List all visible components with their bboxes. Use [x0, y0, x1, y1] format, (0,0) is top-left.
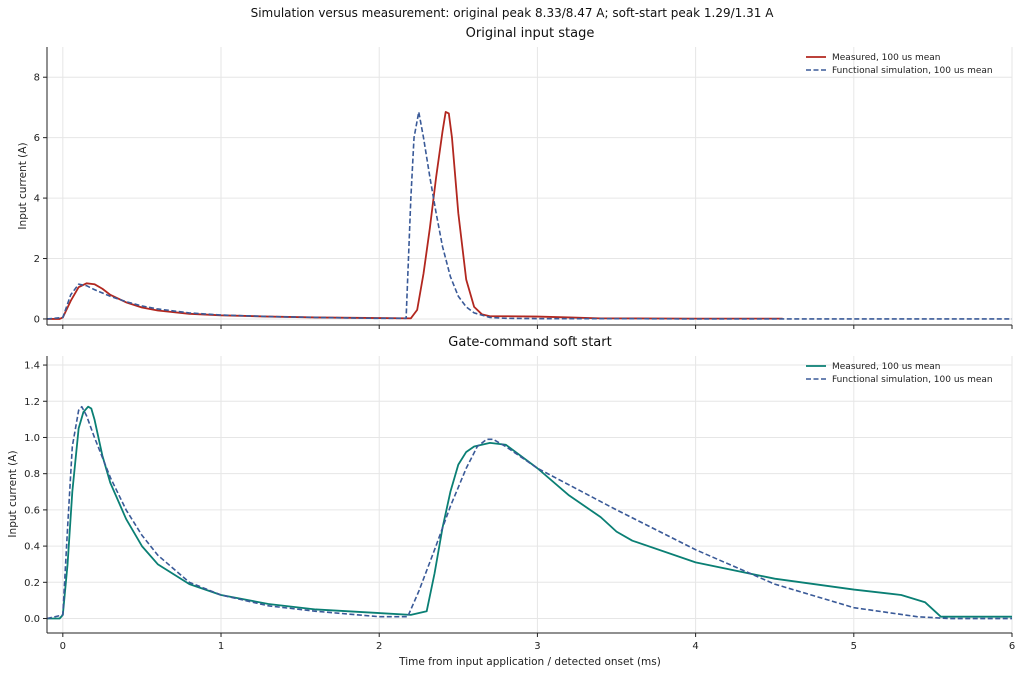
ticks-soft-start: 0 1 2 3 4 5 6 0.0 0.2 0.4 0.6 0.8 1.0 1.2 1.4 — [24, 361, 1015, 652]
legend-soft-start: Measured, 100 us mean Functional simulati… — [806, 362, 993, 385]
series-line-original-measured — [47, 111, 783, 320]
series-line-original-simulation — [46, 111, 1012, 320]
ytick-label-soft-start-3: 0.6 — [24, 505, 40, 516]
series-line-soft-start-simulation — [46, 405, 1012, 620]
ytick-label-soft-start-6: 1.2 — [24, 397, 40, 408]
series-layer-soft-start — [46, 405, 1012, 620]
series-layer-original — [46, 111, 1012, 320]
panel-title-soft-start: Gate-command soft start — [448, 335, 611, 350]
ytick-label-original-4: 8 — [34, 73, 40, 84]
ylabel-original: Input current (A) — [17, 142, 29, 229]
ticks-original: 0 2 4 6 8 — [34, 73, 1013, 329]
legend-label-soft-start-1: Functional simulation, 100 us mean — [832, 375, 993, 385]
panel-title-original: Original input stage — [466, 26, 595, 41]
legend-label-original-1: Functional simulation, 100 us mean — [832, 66, 993, 76]
axes-soft-start — [46, 356, 1012, 634]
xtick-label-soft-start-3: 3 — [534, 641, 540, 652]
legend-label-original-0: Measured, 100 us mean — [832, 53, 941, 63]
xtick-label-soft-start-5: 5 — [851, 641, 857, 652]
panel-gate-command-soft-start: Gate-command soft start 0 1 2 3 4 5 6 0.0 0.2 0.4… — [7, 335, 1015, 668]
xtick-label-soft-start-0: 0 — [60, 641, 66, 652]
xlabel-soft-start: Time from input application / detected o… — [398, 656, 661, 668]
grid-soft-start — [47, 356, 1013, 633]
legend-label-soft-start-0: Measured, 100 us mean — [832, 362, 941, 372]
xtick-label-soft-start-4: 4 — [692, 641, 698, 652]
xtick-label-soft-start-1: 1 — [218, 641, 224, 652]
legend-original: Measured, 100 us mean Functional simulati… — [806, 53, 993, 76]
ytick-label-soft-start-0: 0.0 — [24, 614, 40, 625]
ytick-label-original-3: 6 — [34, 133, 40, 144]
ytick-label-soft-start-5: 1.0 — [24, 433, 40, 444]
ytick-label-soft-start-1: 0.2 — [24, 578, 40, 589]
ytick-label-soft-start-2: 0.4 — [24, 542, 40, 553]
grid-original — [47, 47, 1013, 325]
xtick-label-soft-start-6: 6 — [1009, 641, 1015, 652]
axes-original — [46, 47, 1012, 326]
ytick-label-original-2: 4 — [34, 194, 40, 205]
ytick-label-original-1: 2 — [34, 254, 40, 265]
ytick-label-soft-start-7: 1.4 — [24, 361, 40, 372]
xtick-label-soft-start-2: 2 — [376, 641, 382, 652]
series-line-soft-start-measured — [47, 405, 1012, 620]
figure-suptitle: Simulation versus measurement: original … — [251, 6, 775, 20]
panel-original-input-stage: Original input stage 0 2 4 6 8 Input current… — [17, 26, 1013, 329]
ytick-label-soft-start-4: 0.8 — [24, 469, 40, 480]
ytick-label-original-0: 0 — [34, 314, 40, 325]
ylabel-soft-start: Input current (A) — [7, 450, 19, 537]
